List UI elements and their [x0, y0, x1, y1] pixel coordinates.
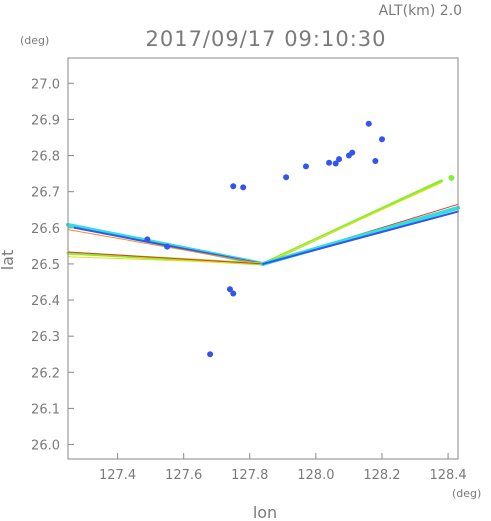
y-unit-label: (deg) [20, 34, 49, 47]
echo-point [332, 160, 339, 167]
subtitle: ALT(km) 2.0 [379, 3, 462, 19]
echo-point [365, 120, 372, 127]
echo-point [336, 156, 343, 163]
y-tick-label: 26.5 [31, 258, 60, 273]
y-tick-label: 26.6 [31, 222, 60, 237]
echo-point [378, 136, 385, 143]
echo-point [230, 290, 237, 297]
y-tick-label: 26.0 [31, 439, 60, 454]
y-tick-label: 27.0 [31, 77, 60, 92]
beam-streak [67, 251, 264, 265]
x-tick-label: 128.2 [363, 468, 400, 483]
echo-points [144, 120, 455, 358]
echo-point [230, 183, 237, 190]
y-tick-label: 26.7 [31, 186, 60, 201]
y-tick-label: 26.8 [31, 150, 60, 165]
echo-point [164, 243, 171, 250]
x-tick-label: 127.6 [165, 468, 202, 483]
y-tick-label: 26.3 [31, 330, 60, 345]
echo-point [283, 174, 290, 181]
echo-point [240, 184, 247, 191]
beam-streak [67, 256, 264, 265]
echo-point [448, 174, 455, 181]
beam-streak [262, 182, 442, 265]
echo-point [372, 157, 379, 164]
plot-frame [67, 57, 459, 460]
echo-point [349, 149, 356, 156]
echo-point [144, 236, 151, 243]
x-tick-label: 127.8 [231, 468, 268, 483]
echo-point [326, 159, 333, 166]
y-tick-label: 26.4 [31, 294, 60, 309]
chart-title: 2017/09/17 09:10:30 [145, 27, 386, 51]
y-tick-label: 26.2 [31, 366, 60, 381]
x-axis-label: lon [253, 503, 277, 521]
x-tick-label: 128.4 [429, 468, 466, 483]
x-unit-label: (deg) [452, 487, 481, 500]
echo-point [226, 286, 233, 293]
x-tick-label: 127.4 [99, 468, 136, 483]
y-axis-label: lat [0, 250, 17, 271]
y-tick-label: 26.9 [31, 113, 60, 128]
echo-point [207, 351, 214, 358]
axis-ticks: 127.4 127.6 127.8 128.0 128.2 128.4 26.0 26.1 26… [31, 77, 467, 483]
echo-point [302, 163, 309, 170]
beam-streaks [66, 179, 460, 266]
x-tick-label: 128.0 [297, 468, 334, 483]
y-tick-label: 26.1 [31, 402, 60, 417]
beam-streak [262, 210, 459, 265]
